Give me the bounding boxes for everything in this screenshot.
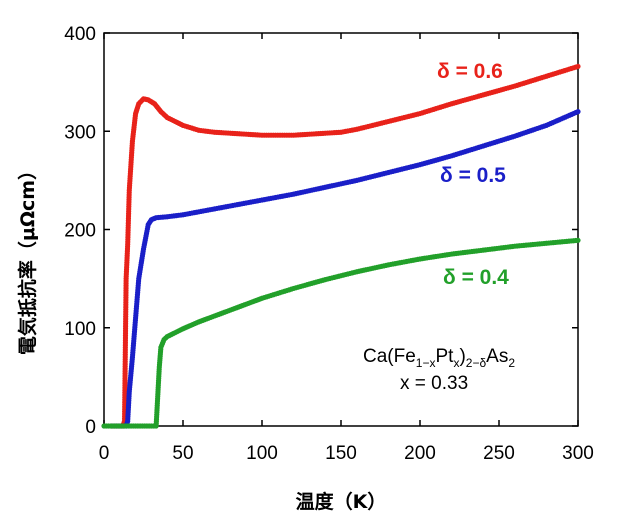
y-tick-label: 100	[64, 319, 96, 340]
y-axis-title: 電気抵抗率（μΩcm）	[16, 161, 39, 355]
series-label-delta-0.6: δ = 0.6	[437, 60, 503, 83]
y-tick-label: 400	[64, 24, 96, 45]
series-0.6	[109, 63, 581, 429]
series-0.4	[101, 237, 581, 429]
series-0.4-point	[575, 237, 581, 243]
x-tick-label: 250	[483, 443, 515, 464]
x-tick-label: 300	[562, 443, 594, 464]
x-tick-label: 0	[99, 443, 110, 464]
y-tick-label: 200	[64, 221, 96, 242]
x-axis-title: 温度（K）	[296, 490, 387, 513]
x-tick-label: 50	[172, 443, 193, 464]
x-tick-label: 200	[404, 443, 436, 464]
y-tick-label: 300	[64, 122, 96, 143]
series-layer	[101, 63, 581, 429]
series-0.5	[109, 109, 581, 429]
axis-ticks: 0 50 100 150 200 250 300 0 100 200 300 400	[64, 24, 594, 464]
series-label-delta-0.5: δ = 0.5	[440, 164, 506, 187]
formula-annotation: Ca(Fe1−xPtx)2−δAs2	[363, 346, 515, 370]
y-tick-label: 0	[85, 417, 96, 438]
series-0.5-point	[575, 109, 581, 115]
x-tick-label: 150	[325, 443, 357, 464]
series-label-delta-0.4: δ = 0.4	[443, 266, 509, 289]
x-tick-label: 100	[246, 443, 278, 464]
x-value-annotation: x = 0.33	[400, 373, 468, 394]
plot-frame	[103, 32, 579, 427]
series-0.6-point	[575, 63, 581, 70]
